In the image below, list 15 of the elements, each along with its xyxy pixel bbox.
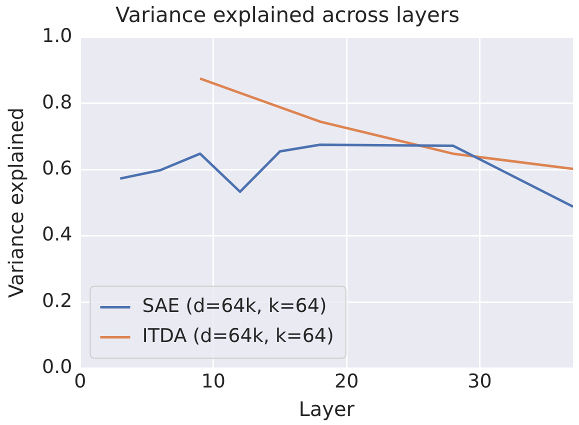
y-tick-label: 0.0 (42, 356, 72, 378)
y-tick-label: 0.8 (42, 91, 72, 114)
y-tick-label: 0.2 (42, 290, 72, 312)
x-tick-label: 20 (334, 370, 359, 393)
legend-label: ITDA (d=64k, k=64) (142, 325, 334, 348)
y-axis-title: Variance explained (4, 108, 28, 298)
x-tick-label: 30 (468, 370, 492, 393)
y-tick-label: 0.4 (42, 224, 72, 246)
legend-label: SAE (d=64k, k=64) (142, 295, 327, 318)
y-tick-label: 1.0 (42, 25, 72, 48)
x-tick-label: 10 (201, 370, 226, 393)
x-tick-label: 0 (74, 370, 86, 393)
chart-title: Variance explained across layers (115, 3, 460, 28)
y-tick-label: 0.6 (42, 158, 72, 180)
x-axis-title: Layer (298, 397, 356, 422)
